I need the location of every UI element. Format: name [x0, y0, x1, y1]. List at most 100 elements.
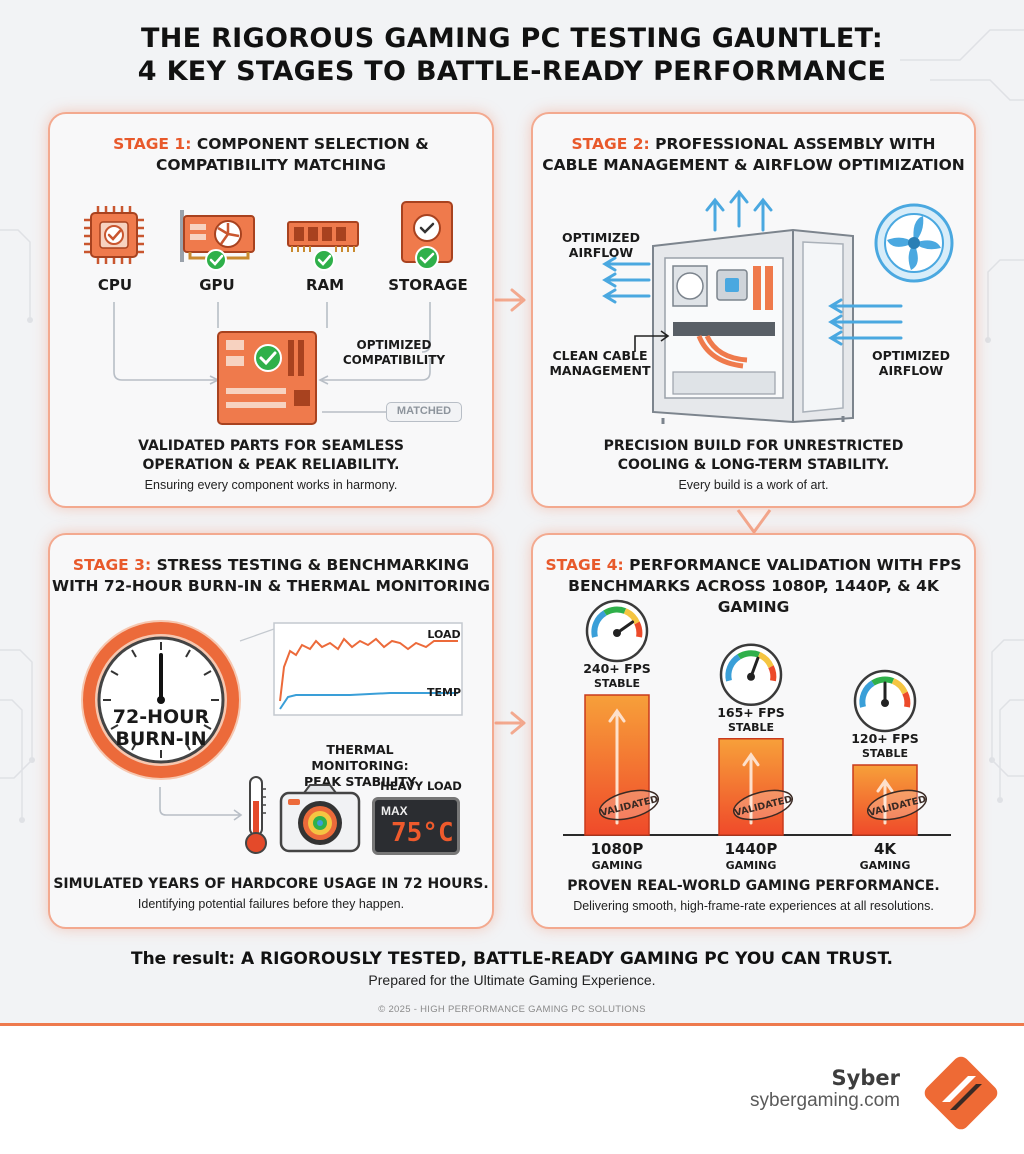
storage-drive-icon	[401, 201, 453, 270]
thermal-monitoring-line1: THERMAL MONITORING:	[311, 742, 409, 773]
syber-logo-icon	[924, 1056, 998, 1130]
stage3-desc-line1: SIMULATED YEARS OF HARDCORE USAGE IN 72 …	[53, 876, 489, 892]
stage4-desc-sub: Delivering smooth, high-frame-rate exper…	[573, 899, 934, 913]
load-temp-graph	[239, 622, 463, 716]
clock-connector	[159, 787, 243, 821]
stage1-panel: STAGE 1: COMPONENT SELECTION & COMPATIBI…	[48, 112, 494, 508]
thermal-monitoring-label: THERMAL MONITORING: PEAK STABILITY	[278, 742, 442, 790]
fps-gauge-icon	[585, 599, 649, 663]
stage4-title: STAGE 4: PERFORMANCE VALIDATION WITH FPS…	[533, 555, 974, 618]
cpu-chip-icon	[84, 206, 144, 264]
stage2-desc-line1: PRECISION BUILD FOR UNRESTRICTED	[603, 438, 904, 454]
temperature-readout: 75°C	[391, 818, 454, 848]
fps-stable-label: STABLE	[862, 747, 908, 760]
motherboard-icon	[217, 331, 317, 425]
stage1-desc-sub: Ensuring every component works in harmon…	[144, 478, 398, 492]
stage4-description: PROVEN REAL-WORLD GAMING PERFORMANCE. De…	[533, 877, 974, 915]
heavy-load-label: HEAVY LOAD	[380, 779, 462, 793]
airflow-right-line2: AIRFLOW	[878, 363, 944, 378]
resolution-label: 1440P	[725, 840, 778, 858]
thermal-monitoring-line2: PEAK STABILITY	[303, 774, 417, 789]
component-label-ram: RAM	[305, 276, 345, 294]
stage2-title: STAGE 2: PROFESSIONAL ASSEMBLY WITH CABL…	[533, 134, 974, 176]
stage2-description: PRECISION BUILD FOR UNRESTRICTED COOLING…	[533, 437, 974, 494]
stage2-desc-sub: Every build is a work of art.	[678, 478, 829, 492]
component-label-gpu: GPU	[199, 276, 235, 294]
brand-name: Syber	[831, 1066, 900, 1090]
optimized-compatibility-line2: COMPATIBILITY	[342, 353, 446, 367]
stage4-panel: STAGE 4: PERFORMANCE VALIDATION WITH FPS…	[531, 533, 976, 929]
result-lead: The result:	[130, 949, 236, 969]
stage2-panel: STAGE 2: PROFESSIONAL ASSEMBLY WITH CABL…	[531, 112, 976, 508]
bar-up-arrow-icon	[742, 752, 760, 825]
temperature-display: MAX 75°C	[372, 797, 460, 855]
stage3-title: STAGE 3: STRESS TESTING & BENCHMARKING W…	[50, 555, 492, 597]
stage4-title-rest: PERFORMANCE VALIDATION WITH FPS	[629, 556, 962, 574]
thermal-camera-icon	[279, 784, 361, 853]
cable-management-line1: CLEAN CABLE	[552, 348, 648, 363]
temperature-max-label: MAX	[381, 804, 408, 818]
airflow-right-arrows-icon	[828, 298, 903, 346]
result-main: A RIGOROUSLY TESTED, BATTLE-READY GAMING…	[240, 949, 894, 969]
bar-up-arrow-icon	[876, 778, 894, 825]
optimized-compatibility-line1: OPTIMIZED	[356, 338, 432, 352]
stage4-desc-line1: PROVEN REAL-WORLD GAMING PERFORMANCE.	[567, 878, 940, 894]
burn-in-clock-icon	[81, 620, 241, 780]
fps-value-label: 165+ FPS	[717, 705, 785, 720]
cable-management-label: CLEAN CABLE MANAGEMENT	[547, 348, 653, 378]
fps-value-label: 240+ FPS	[583, 661, 651, 676]
stage4-title-line2: BENCHMARKS ACROSS 1080P, 1440P, & 4K GAM…	[568, 577, 939, 616]
airflow-left-arrows-icon	[602, 256, 651, 304]
resolution-label: 4K	[874, 840, 897, 858]
bar-up-arrow-icon	[608, 708, 626, 825]
airflow-right-label: OPTIMIZED AIRFLOW	[861, 348, 961, 378]
airflow-right-line1: OPTIMIZED	[871, 348, 951, 363]
result-subtitle: Prepared for the Ultimate Gaming Experie…	[368, 972, 656, 988]
brand-url: sybergaming.com	[750, 1090, 900, 1111]
gpu-card-icon	[180, 210, 255, 271]
stage3-title-line2: WITH 72-HOUR BURN-IN & THERMAL MONITORIN…	[52, 577, 490, 595]
stage1-title-line2: COMPATIBILITY MATCHING	[155, 156, 387, 174]
stage3-desc-sub: Identifying potential failures before th…	[137, 897, 405, 911]
ram-stick-icon	[287, 221, 359, 271]
stage3-panel: STAGE 3: STRESS TESTING & BENCHMARKING W…	[48, 533, 494, 929]
arrow-right-icon	[494, 288, 526, 312]
stage4-tag: STAGE 4:	[545, 556, 624, 574]
main-title-line1: THE RIGOROUS GAMING PC TESTING GAUNTLET:	[141, 23, 883, 54]
stage2-tag: STAGE 2:	[571, 135, 650, 153]
stage2-title-rest: PROFESSIONAL ASSEMBLY WITH	[655, 135, 936, 153]
thermometer-icon	[245, 776, 267, 854]
result-statement: The result: A RIGOROUSLY TESTED, BATTLE-…	[0, 949, 1024, 969]
gaming-label: GAMING	[726, 859, 777, 872]
graph-load-label: LOAD	[427, 628, 461, 641]
graph-temp-label: TEMP	[426, 686, 462, 699]
stage3-description: SIMULATED YEARS OF HARDCORE USAGE IN 72 …	[50, 875, 492, 913]
validated-stamp-icon: VALIDATED	[866, 789, 927, 821]
arrow-down-icon	[736, 509, 772, 534]
matched-badge: MATCHED	[386, 402, 462, 422]
gaming-label: GAMING	[860, 859, 911, 872]
stage2-desc-line2: COOLING & LONG-TERM STABILITY.	[617, 457, 890, 473]
pc-case-illustration	[652, 189, 854, 424]
infographic: THE RIGOROUS GAMING PC TESTING GAUNTLET:…	[0, 0, 1024, 1024]
cable-management-line2: MANAGEMENT	[549, 363, 651, 378]
stage1-description: VALIDATED PARTS FOR SEAMLESS OPERATION &…	[50, 437, 492, 494]
component-label-cpu: CPU	[97, 276, 133, 294]
fps-value-label: 120+ FPS	[851, 731, 919, 746]
validated-stamp-icon: VALIDATED	[598, 789, 659, 821]
stage1-title-rest: COMPONENT SELECTION &	[196, 135, 429, 153]
resolution-label: 1080P	[591, 840, 644, 858]
cable-pointer-arrow	[634, 330, 670, 352]
airflow-left-line2: AIRFLOW	[568, 245, 634, 260]
fps-stable-label: STABLE	[728, 721, 774, 734]
footer-divider	[0, 1023, 1024, 1026]
arrow-right-icon	[494, 711, 526, 735]
stage3-title-rest: STRESS TESTING & BENCHMARKING	[156, 556, 470, 574]
airflow-left-label: OPTIMIZED AIRFLOW	[551, 230, 651, 260]
gaming-label: GAMING	[592, 859, 643, 872]
circuit-background	[0, 29, 1024, 823]
fps-stable-label: STABLE	[594, 677, 640, 690]
